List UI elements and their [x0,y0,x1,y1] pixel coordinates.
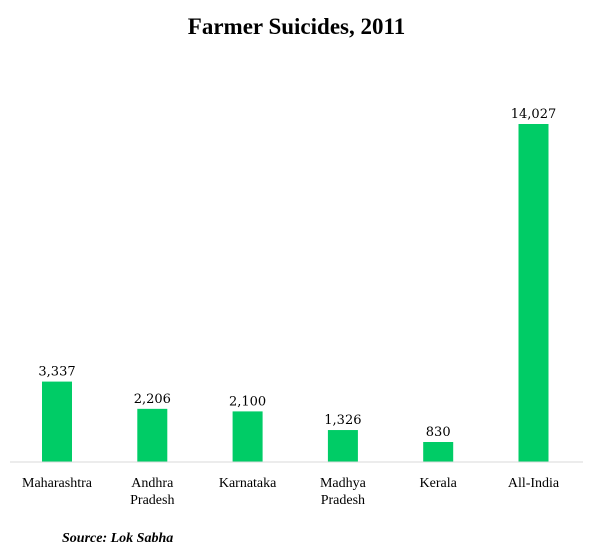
category-label-kerala: Kerala [420,476,458,491]
bar-kerala [423,442,454,462]
value-label-maharashtra: 3,337 [38,365,75,380]
category-label-madhya-pradesh: Madhya Pradesh [320,476,367,508]
bar-all-india [518,124,549,462]
bar-andhra-pradesh [137,408,168,462]
chart-title: Farmer Suicides, 2011 [187,14,406,39]
bar-karnataka [232,411,263,462]
category-label-all-india: All-India [508,476,560,491]
category-label-karnataka: Karnataka [219,476,277,491]
value-label-madhya-pradesh: 1,326 [324,413,361,428]
category-label-maharashtra: Maharashtra [22,476,93,491]
source-note: Source: Lok Sabha [62,531,174,546]
bar-madhya-pradesh [327,430,358,462]
value-label-all-india: 14,027 [511,107,557,122]
labels-layer: 3,337 Maharashtra 2,206 Andhra Pradesh 2,100 K… [22,107,560,508]
value-label-andhra-pradesh: 2,206 [134,392,171,407]
bars-layer [42,124,549,462]
category-label-andhra-pradesh: Andhra Pradesh [130,476,174,508]
bar-maharashtra [42,381,72,462]
value-label-kerala: 830 [426,425,451,440]
value-label-karnataka: 2,100 [229,394,266,409]
